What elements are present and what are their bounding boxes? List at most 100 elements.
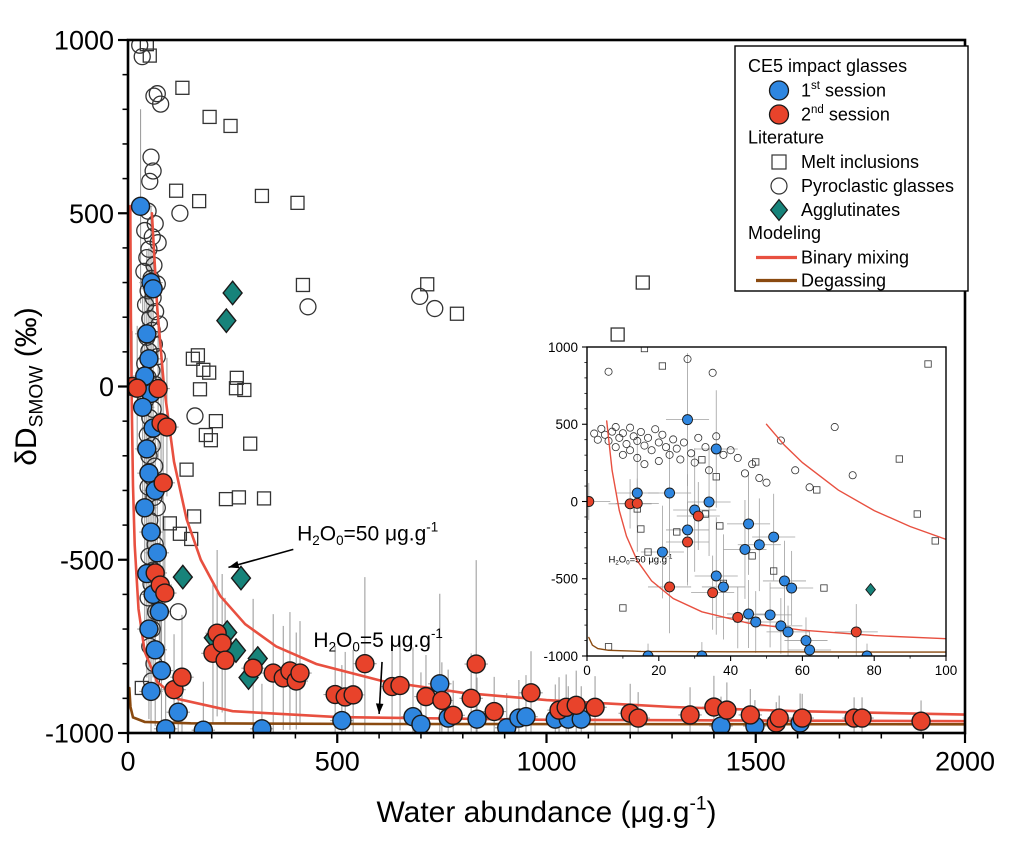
data-point xyxy=(426,299,444,318)
series-session1 xyxy=(631,414,873,656)
data-point xyxy=(740,705,761,725)
data-point xyxy=(290,663,310,683)
data-point xyxy=(295,277,311,293)
data-point xyxy=(243,658,263,678)
data-point xyxy=(719,450,728,459)
data-point xyxy=(696,650,708,656)
curve-binary-mixing-5 xyxy=(606,420,946,640)
label-h2o-5: H2O0=5 μg.g-1 xyxy=(313,626,443,714)
data-point xyxy=(230,565,252,591)
data-point xyxy=(466,654,486,674)
data-point xyxy=(755,474,764,483)
data-point xyxy=(726,446,735,455)
data-point xyxy=(665,450,674,459)
data-point xyxy=(640,460,649,469)
tick-label: 1000 xyxy=(54,26,114,56)
data-point xyxy=(661,443,670,452)
legend-title-modeling: Modeling xyxy=(748,223,821,243)
legend-title-ce5: CE5 impact glasses xyxy=(748,56,907,76)
data-point xyxy=(931,537,939,545)
series-session2 xyxy=(128,376,931,733)
data-point xyxy=(924,360,932,368)
data-point xyxy=(805,483,814,492)
data-point xyxy=(820,584,828,592)
data-point xyxy=(687,449,696,458)
series-session2 xyxy=(587,496,862,638)
data-point xyxy=(212,633,232,653)
data-point xyxy=(420,277,435,292)
data-point xyxy=(484,701,504,722)
data-point xyxy=(168,702,188,722)
data-point xyxy=(679,438,688,447)
data-point xyxy=(694,433,703,442)
tick-label: 1000 xyxy=(548,340,578,355)
data-point xyxy=(443,705,463,726)
data-point xyxy=(141,172,159,191)
data-point xyxy=(631,497,643,509)
data-point xyxy=(750,616,762,628)
data-point xyxy=(644,548,652,556)
data-point xyxy=(168,183,184,198)
inset-background xyxy=(587,347,946,656)
data-point xyxy=(516,707,536,727)
data-point xyxy=(133,47,151,66)
data-point xyxy=(775,620,787,632)
data-point xyxy=(597,424,606,433)
data-point xyxy=(587,496,595,507)
tick-label: 60 xyxy=(795,663,810,678)
tick-label: -500 xyxy=(60,545,114,575)
data-point xyxy=(146,214,164,233)
data-point xyxy=(521,683,541,703)
data-point xyxy=(658,430,667,439)
data-point xyxy=(764,609,776,621)
data-point xyxy=(710,443,722,455)
label-h2o-50-text: H2O0=50 μg.g-1 xyxy=(297,520,438,548)
data-point xyxy=(157,417,177,437)
data-point xyxy=(203,433,219,448)
data-point xyxy=(222,280,243,306)
curve-degassing xyxy=(588,636,946,653)
data-point xyxy=(175,80,190,95)
data-point xyxy=(682,536,693,548)
data-point xyxy=(813,486,821,494)
data-point xyxy=(743,608,754,620)
data-point xyxy=(628,708,648,728)
series-agglutinates xyxy=(865,582,877,597)
data-point xyxy=(717,581,729,593)
data-point xyxy=(683,355,692,364)
inset-plot-ticks: 0 20 40 60 80 100 -1000 -500 0 500 1000 xyxy=(543,340,957,678)
data-point xyxy=(707,587,719,599)
data-point xyxy=(136,296,155,314)
inset-plot-area xyxy=(587,347,946,656)
data-point xyxy=(779,575,790,587)
data-point xyxy=(193,720,214,733)
data-point xyxy=(139,349,159,369)
data-point xyxy=(202,109,217,125)
data-point xyxy=(644,433,653,442)
data-point xyxy=(171,204,189,222)
data-point xyxy=(185,351,201,366)
data-point xyxy=(619,604,627,612)
data-point xyxy=(647,446,656,455)
data-point xyxy=(664,487,676,499)
data-point xyxy=(692,510,704,522)
series-pyroclastic-glasses xyxy=(131,40,444,690)
data-point xyxy=(698,456,706,464)
curve-binary-mixing-50 xyxy=(765,423,946,541)
legend-session2: 2nd session xyxy=(801,104,890,125)
data-point xyxy=(676,455,685,464)
inset-plot: H2O0=50 μg.g-1 0 20 40 60 80 100 -1000 -500 0 500 1… xyxy=(543,340,957,678)
data-point xyxy=(411,287,429,306)
tick-label: 2000 xyxy=(935,747,995,777)
data-point xyxy=(852,708,872,728)
data-point xyxy=(432,690,452,711)
data-point xyxy=(191,193,207,209)
data-point xyxy=(172,526,188,541)
data-point xyxy=(636,427,645,436)
data-point xyxy=(743,518,754,530)
tick-label: 20 xyxy=(651,663,666,678)
data-point xyxy=(768,104,790,125)
data-point xyxy=(640,347,649,353)
data-point xyxy=(611,423,620,432)
